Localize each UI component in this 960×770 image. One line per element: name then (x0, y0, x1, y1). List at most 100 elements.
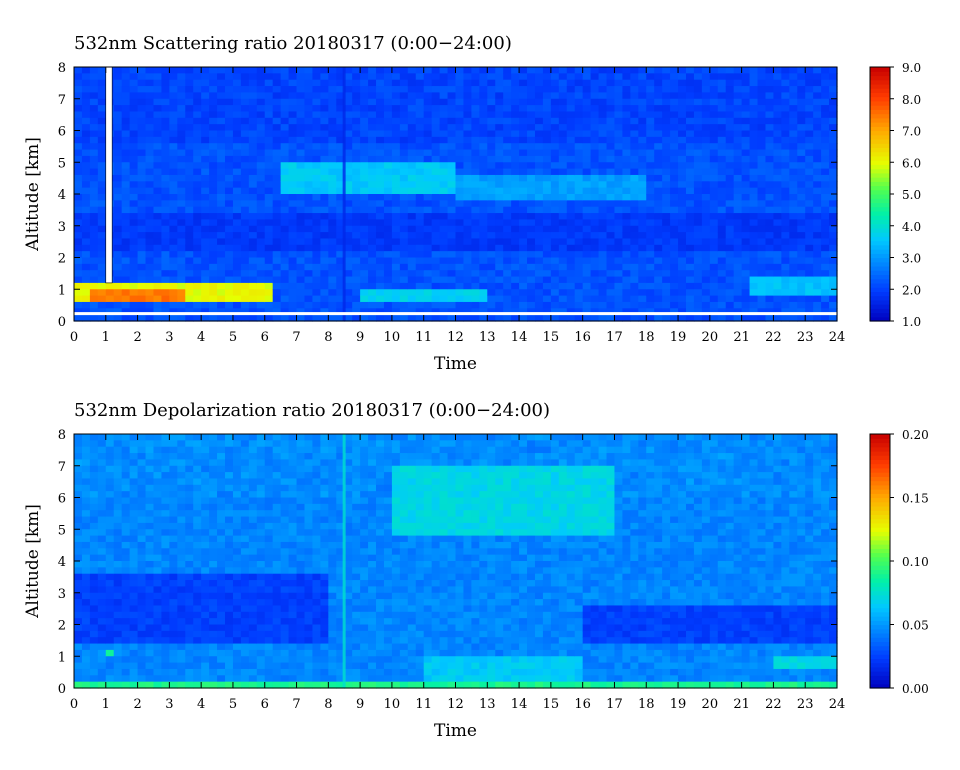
heatmap-cell (232, 605, 242, 613)
heatmap-cell (201, 630, 210, 638)
heatmap-cell (81, 656, 91, 664)
heatmap-cell (534, 257, 544, 265)
heatmap-cell (89, 586, 99, 594)
heatmap-cell (217, 98, 226, 106)
heatmap-cell (821, 149, 830, 157)
heatmap-cell (542, 79, 552, 87)
heatmap-cell (145, 649, 155, 657)
heatmap-cell (97, 168, 107, 176)
heatmap-cell (741, 155, 751, 163)
heatmap-cell (423, 301, 433, 309)
heatmap-cell (105, 554, 115, 562)
heatmap-cell (717, 149, 727, 157)
heatmap-cell (821, 308, 830, 316)
heatmap-cell (121, 276, 131, 284)
heatmap-cell (590, 98, 600, 106)
heatmap-cell (614, 213, 624, 220)
heatmap-cell (773, 295, 782, 303)
heatmap-cell (74, 465, 83, 473)
heatmap-cell (662, 136, 671, 144)
heatmap-cell (685, 168, 695, 176)
heatmap-cell (232, 668, 242, 676)
heatmap-cell (479, 263, 488, 271)
heatmap-cell (248, 86, 258, 93)
heatmap-cell (447, 168, 457, 176)
heatmap-cell (137, 459, 147, 467)
heatmap-cell (749, 79, 759, 87)
heatmap-cell (749, 162, 759, 170)
heatmap-cell (256, 643, 266, 651)
heatmap-cell (169, 308, 178, 316)
heatmap-cell (153, 503, 163, 511)
heatmap-cell (741, 232, 751, 240)
heatmap-cell (566, 301, 576, 309)
heatmap-cell (328, 162, 337, 170)
heatmap-cell (463, 105, 472, 113)
heatmap-cell (201, 656, 210, 664)
heatmap-cell (709, 67, 719, 74)
heatmap-cell (829, 136, 838, 144)
heatmap-cell (344, 168, 353, 176)
heatmap-cell (781, 174, 790, 182)
heatmap-cell (391, 155, 401, 163)
heatmap-cell (678, 206, 687, 214)
heatmap-cell (630, 117, 639, 125)
heatmap-cell (598, 276, 608, 284)
heatmap-cell (725, 244, 735, 252)
heatmap-cell (209, 314, 218, 322)
heatmap-cell (177, 155, 186, 163)
heatmap-cell (121, 67, 131, 74)
heatmap-cell (725, 143, 735, 151)
heatmap-cell (566, 162, 576, 170)
heatmap-cell (360, 117, 369, 125)
y-tick-label: 8 (58, 61, 66, 76)
heatmap-cell (431, 251, 441, 259)
heatmap-cell (153, 573, 163, 581)
heatmap-cell (693, 143, 703, 151)
heatmap-cell (558, 194, 568, 201)
heatmap-cell (256, 567, 266, 575)
heatmap-cell (113, 282, 123, 290)
heatmap-cell (169, 529, 178, 537)
heatmap-cell (741, 225, 751, 233)
heatmap-cell (550, 130, 560, 138)
heatmap-cell (519, 187, 528, 195)
heatmap-cell (376, 168, 385, 176)
heatmap-cell (685, 194, 695, 201)
heatmap-cell (264, 232, 274, 240)
heatmap-cell (217, 516, 226, 524)
heatmap-cell (789, 124, 798, 132)
heatmap-cell (622, 174, 631, 182)
heatmap-cell (630, 314, 639, 322)
heatmap-cell (97, 86, 107, 93)
heatmap-cell (495, 244, 504, 252)
heatmap-cell (391, 232, 401, 240)
heatmap-cell (312, 219, 321, 227)
heatmap-cell (582, 263, 592, 271)
heatmap-cell (693, 263, 703, 271)
heatmap-cell (550, 295, 560, 303)
colorbar-band (870, 147, 890, 153)
heatmap-cell (479, 98, 488, 106)
heatmap-cell (217, 630, 226, 638)
heatmap-cell (383, 270, 393, 278)
heatmap-cell (662, 295, 671, 303)
heatmap-cell (248, 244, 258, 252)
heatmap-cell (193, 459, 202, 467)
heatmap-cell (407, 270, 417, 278)
heatmap-cell (113, 675, 123, 683)
heatmap-cell (320, 124, 329, 132)
heatmap-cell (463, 270, 472, 278)
heatmap-cell (161, 194, 170, 201)
heatmap-cell (193, 453, 202, 460)
heatmap-cell (352, 263, 361, 271)
heatmap-cell (137, 668, 147, 676)
heatmap-cell (630, 308, 639, 316)
heatmap-cell (304, 73, 314, 81)
heatmap-cell (288, 232, 298, 240)
heatmap-cell (678, 124, 687, 132)
heatmap-cell (765, 289, 775, 297)
heatmap-cell (829, 295, 838, 303)
heatmap-cell (725, 98, 735, 106)
heatmap-cell (534, 206, 544, 214)
